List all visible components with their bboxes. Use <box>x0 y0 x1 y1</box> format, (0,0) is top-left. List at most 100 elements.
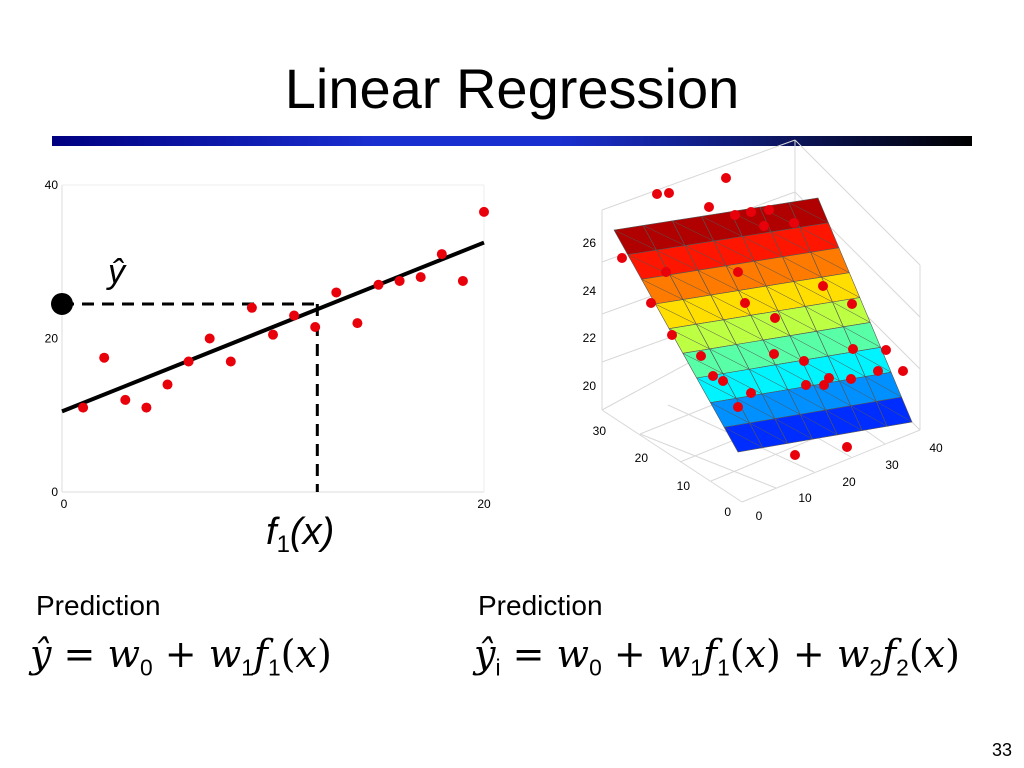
y-tick-label: 40 <box>45 178 59 192</box>
surface-patch <box>782 251 823 282</box>
surface-diagonal <box>709 348 750 370</box>
data-point <box>141 402 152 413</box>
surface-patch <box>738 285 779 316</box>
y-tick-label-3d: 0 <box>724 505 731 519</box>
surface-data-point <box>801 380 811 390</box>
x-tick-label-3d: 20 <box>842 475 856 489</box>
title-divider <box>52 136 972 146</box>
surface-patch <box>843 322 882 353</box>
surface-patch <box>723 315 764 345</box>
surface-diagonal <box>839 380 877 402</box>
surface-patch <box>765 281 806 312</box>
surface-data-point <box>696 351 706 361</box>
surface-patch <box>761 389 801 420</box>
fit-line <box>61 240 485 414</box>
surface-patch <box>827 351 866 382</box>
surface-data-point <box>664 188 674 198</box>
data-point <box>183 356 194 367</box>
surface-patch <box>850 401 888 431</box>
surface-patch <box>839 376 877 407</box>
surface-patch <box>788 197 829 228</box>
surface-plot-box <box>601 139 921 503</box>
data-point <box>99 352 110 363</box>
surface-patch <box>825 405 863 436</box>
slide-title: Linear Regression <box>284 57 740 120</box>
surface-patch <box>750 310 791 341</box>
surface-patch <box>799 409 838 440</box>
surface-diagonal <box>821 276 860 298</box>
x-tick-label-3d: 0 <box>756 509 763 523</box>
surface-diagonal <box>672 220 714 242</box>
f1x-arg: (x) <box>290 511 334 553</box>
surface-diagonal <box>793 281 833 303</box>
surface-patch <box>710 290 752 321</box>
surface-patch <box>853 346 892 377</box>
surface-data-point <box>704 202 714 212</box>
surface-diagonal <box>766 285 806 307</box>
surface-diagonal <box>641 279 684 300</box>
surface-patch <box>864 371 902 402</box>
surface-patch <box>722 368 763 399</box>
surface-diagonal <box>813 385 852 406</box>
surface-patch <box>753 256 795 287</box>
x-tick-label: 20 <box>477 497 491 511</box>
regression-plane <box>613 197 913 453</box>
x-tick-label-3d: 30 <box>885 458 899 472</box>
surface-diagonal <box>854 351 892 373</box>
f1x-label: f1(x) <box>266 511 334 558</box>
surface-patch <box>748 364 789 395</box>
surface-data-point <box>652 189 662 199</box>
y-tick-label-3d: 10 <box>677 479 691 493</box>
right-prediction-label: Prediction <box>478 590 603 621</box>
z-tick-label: 22 <box>583 331 597 345</box>
surface-diagonal <box>777 310 817 332</box>
z-tick-label: 26 <box>583 236 597 250</box>
surface-patch <box>730 206 772 237</box>
data-point <box>204 333 215 344</box>
left-plot-axes <box>61 184 485 493</box>
yhat-label: ŷ <box>106 253 127 291</box>
surface-diagonal <box>685 245 727 267</box>
surface-patch <box>735 393 776 424</box>
surface-data-point <box>873 366 883 376</box>
data-point <box>479 206 489 217</box>
surface-diagonal <box>827 355 866 377</box>
surface-diagonal <box>800 414 838 436</box>
surface-patch <box>762 335 803 366</box>
surface-patch <box>775 360 815 390</box>
data-point <box>457 275 468 286</box>
surface-data-point <box>759 221 769 231</box>
surface-data-point <box>721 173 731 183</box>
surface-data-point <box>740 298 750 308</box>
surface-diagonal <box>775 364 814 386</box>
surface-diagonal <box>788 202 829 224</box>
data-point <box>352 318 363 329</box>
surface-data-point <box>733 402 743 412</box>
surface-diagonal <box>816 331 855 352</box>
surface-data-point <box>846 374 856 384</box>
page-number: 33 <box>991 740 1012 760</box>
surface-diagonal <box>656 249 699 271</box>
data-point <box>78 402 89 413</box>
data-point <box>246 302 257 313</box>
surface-patch <box>654 299 697 329</box>
surface-diagonal <box>643 225 686 246</box>
data-point <box>162 379 173 390</box>
right-prediction-formula: ŷi = w0 + w1f1(x) + w2f2(x) <box>474 632 960 681</box>
surface-diagonal <box>668 328 710 350</box>
surface-data-point <box>746 207 756 217</box>
surface-diagonal <box>825 409 863 431</box>
surface-diagonal <box>850 405 888 427</box>
data-point <box>394 275 405 286</box>
surface-data-point <box>769 349 779 359</box>
surface-patch <box>697 265 739 296</box>
surface-data-point <box>708 371 718 381</box>
f1x-sub: 1 <box>277 531 290 558</box>
surface-patch <box>695 319 737 350</box>
z-tick-label: 24 <box>583 284 597 298</box>
surface-patch <box>793 276 833 307</box>
f1x-f: f <box>266 511 280 553</box>
surface-diagonal <box>669 274 711 296</box>
surface-diagonal <box>759 206 800 228</box>
surface-patch <box>723 422 764 453</box>
